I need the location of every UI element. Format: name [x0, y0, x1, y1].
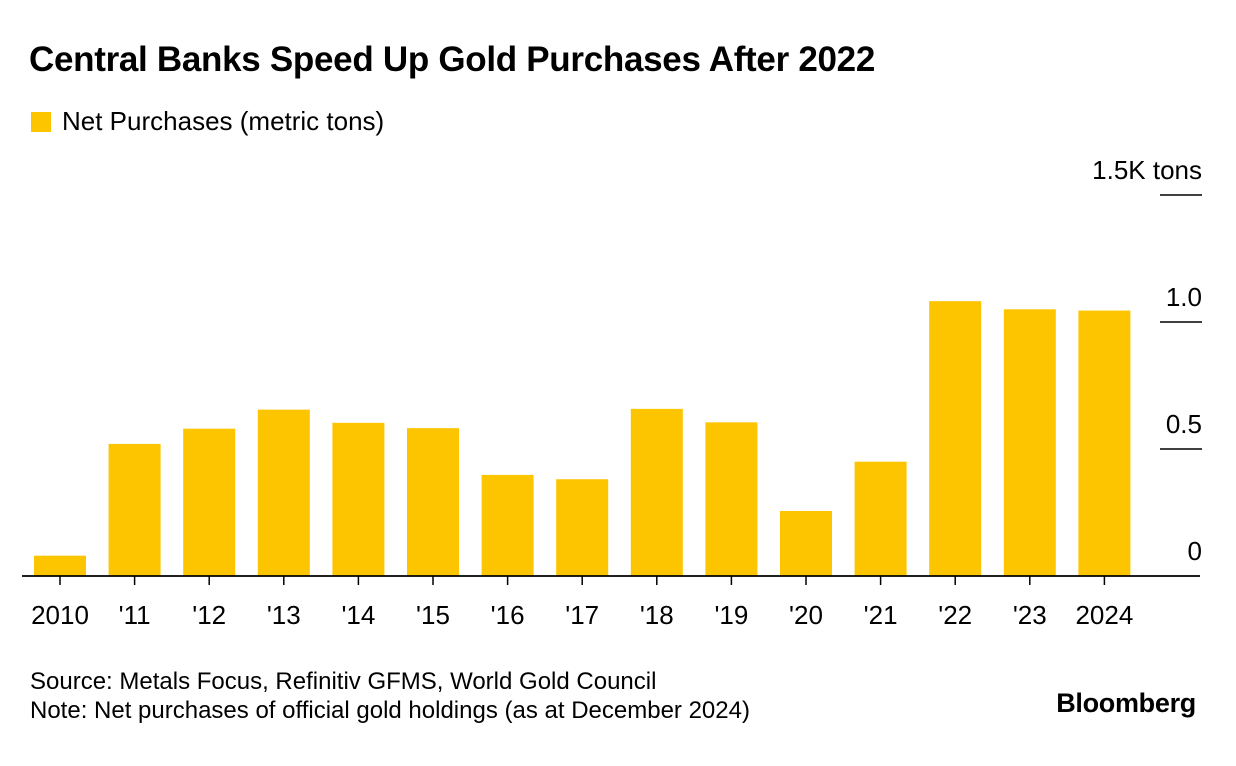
- bar-23: [1003, 309, 1056, 576]
- x-tick-label: '18: [640, 600, 674, 630]
- bar-2024: [1078, 310, 1131, 576]
- note-text: Note: Net purchases of official gold hol…: [30, 697, 750, 724]
- x-tick-label: '19: [714, 600, 748, 630]
- legend: Net Purchases (metric tons): [31, 106, 384, 137]
- bar-15: [407, 428, 459, 576]
- bar-13: [257, 409, 310, 576]
- x-tick-label: '14: [341, 600, 375, 630]
- bar-16: [481, 474, 534, 576]
- bar-21: [854, 461, 907, 576]
- x-tick-label: 2010: [31, 600, 89, 630]
- x-tick-label: '16: [491, 600, 525, 630]
- bar-12: [183, 428, 236, 576]
- bar-2010: [34, 555, 86, 576]
- y-tick-label: 0: [1188, 536, 1202, 566]
- x-tick-label: 2024: [1075, 600, 1133, 630]
- bar-22: [929, 301, 982, 576]
- bar-19: [705, 422, 758, 576]
- source-text: Source: Metals Focus, Refinitiv GFMS, Wo…: [30, 668, 657, 695]
- y-tick-label: 0.5: [1166, 409, 1202, 439]
- x-tick-label: '22: [938, 600, 972, 630]
- bloomberg-logo: Bloomberg: [1056, 688, 1196, 718]
- x-tick-label: '15: [416, 600, 450, 630]
- x-tick-label: '21: [864, 600, 898, 630]
- y-tick-label: 1.5K tons: [1092, 155, 1202, 185]
- bar-20: [780, 510, 832, 576]
- bar-11: [108, 443, 161, 576]
- bar-17: [556, 479, 609, 576]
- x-tick-label: '11: [119, 600, 151, 630]
- x-tick-label: '12: [192, 600, 226, 630]
- footer-notes: Source: Metals Focus, Refinitiv GFMS, Wo…: [30, 667, 750, 725]
- x-tick-label: '20: [789, 600, 823, 630]
- x-tick-label: '23: [1013, 600, 1047, 630]
- y-tick-label: 1.0: [1166, 282, 1202, 312]
- legend-swatch: [31, 111, 51, 132]
- bar-18: [630, 408, 683, 576]
- x-tick-label: '13: [267, 600, 301, 630]
- bar-14: [332, 422, 385, 576]
- legend-label: Net Purchases (metric tons): [62, 106, 385, 136]
- x-tick-label: '17: [565, 600, 599, 630]
- chart-title: Central Banks Speed Up Gold Purchases Af…: [29, 40, 875, 79]
